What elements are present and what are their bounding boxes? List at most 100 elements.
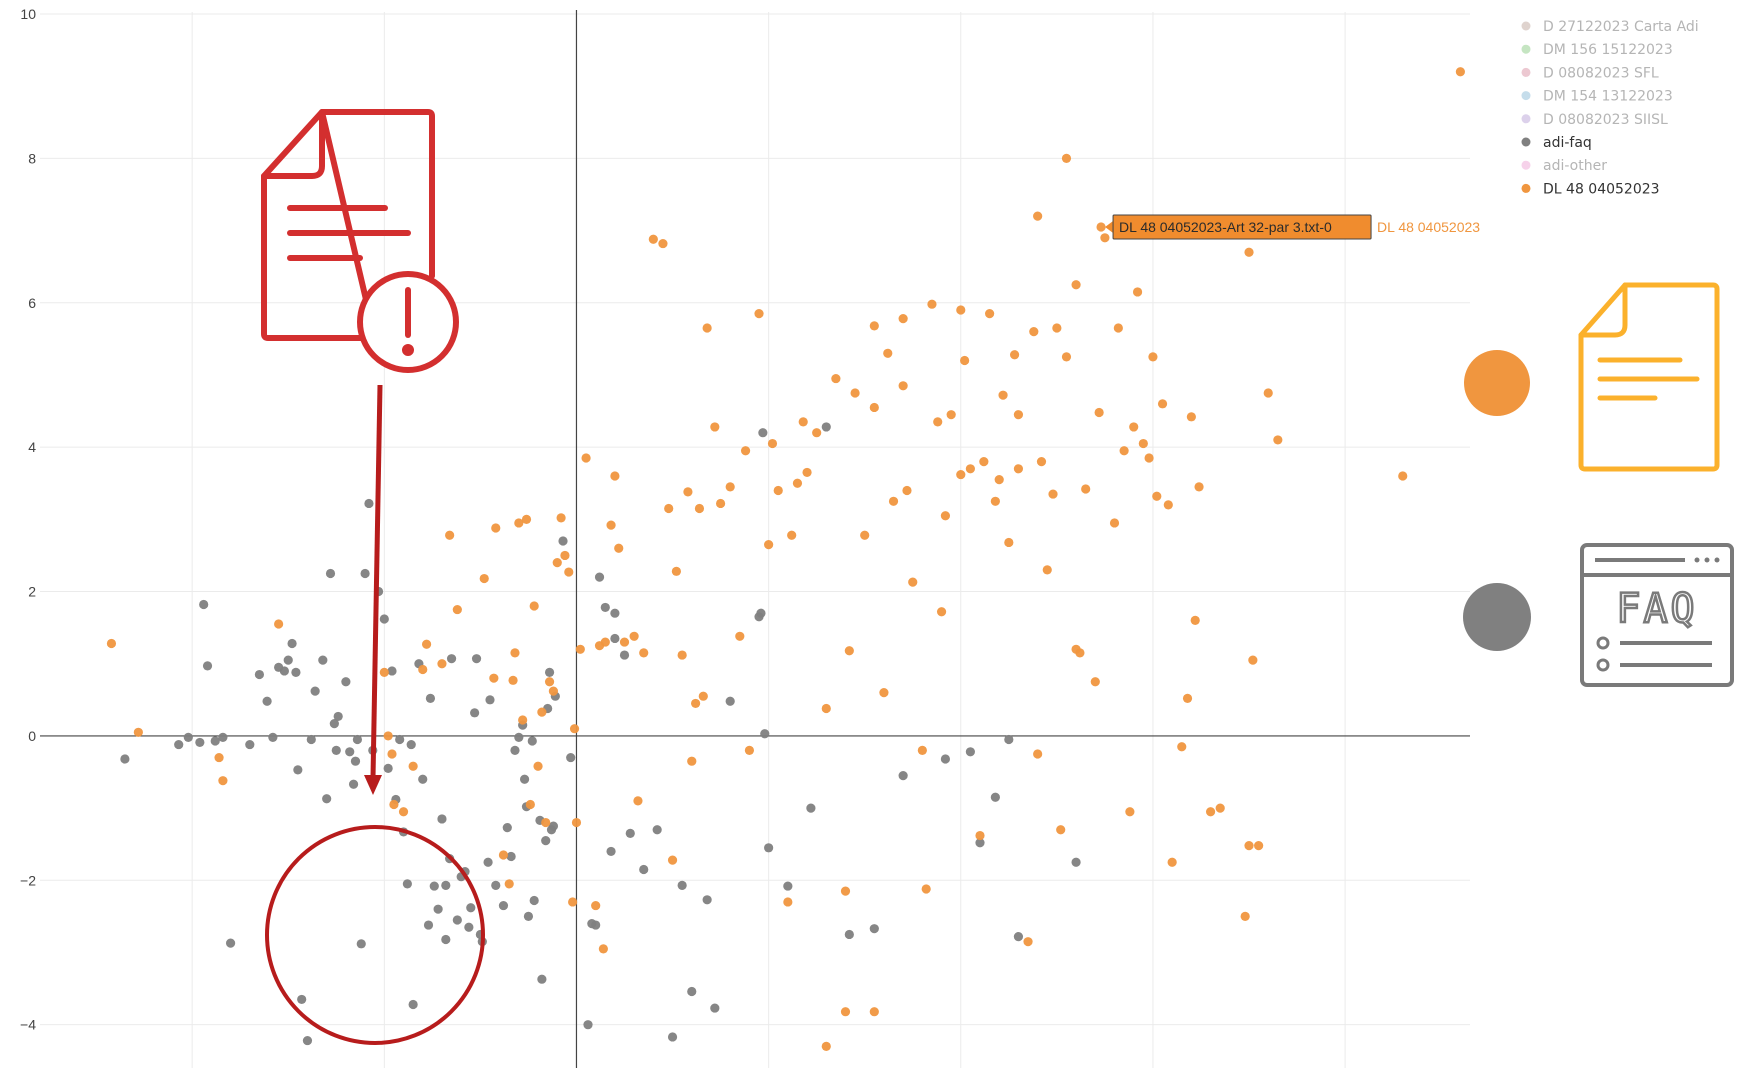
dl48-point[interactable] (491, 523, 501, 533)
faq-point[interactable] (364, 498, 374, 509)
dl48-point[interactable] (1033, 211, 1043, 221)
faq-point[interactable] (318, 655, 328, 665)
faq-point[interactable] (329, 719, 339, 729)
faq-point[interactable] (471, 654, 482, 664)
dl48-point[interactable] (1163, 500, 1173, 510)
dl48-point[interactable] (1023, 937, 1033, 947)
faq-point[interactable] (279, 666, 289, 676)
faq-point[interactable] (600, 602, 610, 613)
legend-item[interactable]: DM 156 15122023 (1543, 42, 1673, 58)
legend-item[interactable]: D 27122023 Carta Adi (1543, 19, 1699, 35)
faq-point[interactable] (687, 986, 697, 997)
legend-item[interactable]: adi-faq (1543, 135, 1592, 151)
faq-point[interactable] (710, 1003, 720, 1013)
dl48-point[interactable] (917, 745, 927, 755)
faq-point[interactable] (625, 828, 635, 838)
dl48-point[interactable] (840, 1007, 851, 1017)
faq-point[interactable] (202, 661, 213, 671)
dl48-point[interactable] (556, 513, 566, 523)
faq-point[interactable] (360, 568, 370, 579)
dl48-point[interactable] (921, 884, 931, 894)
faq-point[interactable] (310, 686, 320, 696)
dl48-point[interactable] (1113, 323, 1123, 333)
dl48-point[interactable] (888, 496, 899, 506)
dl48-point[interactable] (1033, 749, 1043, 759)
dl48-point[interactable] (783, 897, 793, 907)
dl48-point[interactable] (498, 850, 509, 860)
dl48-point[interactable] (683, 487, 693, 497)
dl48-point[interactable] (956, 305, 966, 315)
dl48-point[interactable] (1254, 841, 1264, 851)
dl48-point[interactable] (1119, 446, 1129, 456)
faq-point[interactable] (302, 1035, 313, 1046)
dl48-point[interactable] (1240, 911, 1250, 921)
dl48-point[interactable] (591, 900, 601, 911)
dl48-point[interactable] (1263, 388, 1273, 398)
dl48-point[interactable] (946, 410, 956, 420)
faq-point[interactable] (639, 864, 649, 875)
faq-point[interactable] (423, 920, 434, 930)
faq-point[interactable] (293, 765, 303, 775)
dl48-point[interactable] (869, 321, 879, 331)
dl48-point[interactable] (1144, 453, 1154, 463)
dl48-point[interactable] (133, 727, 143, 737)
faq-point[interactable] (514, 732, 524, 742)
dl48-point[interactable] (437, 659, 447, 669)
legend-item[interactable]: D 08082023 SIISL (1543, 112, 1668, 128)
dl48-point[interactable] (802, 467, 812, 478)
faq-point[interactable] (425, 693, 436, 703)
faq-point[interactable] (544, 667, 555, 677)
faq-point[interactable] (287, 638, 297, 649)
dl48-point[interactable] (1090, 677, 1100, 687)
faq-point[interactable] (758, 428, 768, 438)
dl48-point[interactable] (860, 530, 870, 540)
faq-point[interactable] (990, 792, 1000, 802)
dl48-point[interactable] (773, 485, 783, 496)
dl48-point[interactable] (787, 530, 797, 540)
dl48-point[interactable] (1455, 67, 1465, 77)
dl48-point[interactable] (379, 667, 389, 677)
dl48-point[interactable] (798, 417, 808, 427)
dl48-point[interactable] (1177, 742, 1187, 752)
dl48-point[interactable] (510, 648, 520, 658)
dl48-point[interactable] (569, 724, 580, 734)
dl48-point[interactable] (525, 799, 535, 810)
faq-point[interactable] (764, 843, 774, 853)
faq-point[interactable] (702, 895, 712, 905)
faq-point[interactable] (291, 667, 301, 677)
faq-point[interactable] (199, 599, 209, 610)
dl48-point[interactable] (1273, 435, 1283, 445)
dl48-point[interactable] (687, 756, 697, 766)
dl48-point[interactable] (1109, 518, 1120, 528)
faq-point[interactable] (502, 823, 512, 833)
faq-point[interactable] (529, 895, 539, 906)
faq-point[interactable] (218, 732, 228, 742)
faq-point[interactable] (667, 1032, 678, 1042)
dl48-point[interactable] (1009, 350, 1020, 360)
legend-item[interactable]: D 08082023 SFL (1543, 65, 1659, 81)
dl48-point[interactable] (667, 855, 678, 865)
dl48-point[interactable] (764, 540, 774, 550)
dl48-point[interactable] (629, 631, 639, 641)
dl48-point[interactable] (1056, 825, 1066, 835)
faq-point[interactable] (523, 911, 534, 921)
dl48-point[interactable] (1125, 807, 1135, 817)
dl48-point[interactable] (508, 675, 518, 685)
dl48-point[interactable] (965, 464, 975, 474)
faq-point[interactable] (821, 422, 831, 432)
dl48-point[interactable] (648, 234, 658, 244)
faq-point[interactable] (429, 881, 439, 891)
faq-point[interactable] (470, 708, 480, 718)
dl48-point[interactable] (1096, 222, 1106, 232)
faq-point[interactable] (760, 729, 770, 739)
dl48-point[interactable] (979, 456, 989, 467)
dl48-point[interactable] (792, 478, 803, 488)
dl48-point[interactable] (1004, 537, 1014, 548)
dl48-point[interactable] (1029, 327, 1039, 337)
dl48-point[interactable] (715, 498, 726, 509)
faq-point[interactable] (433, 904, 443, 914)
dl48-point[interactable] (421, 639, 432, 649)
dl48-point[interactable] (489, 673, 499, 683)
legend-item[interactable]: DM 154 13122023 (1543, 89, 1673, 105)
dl48-point[interactable] (1052, 323, 1062, 333)
